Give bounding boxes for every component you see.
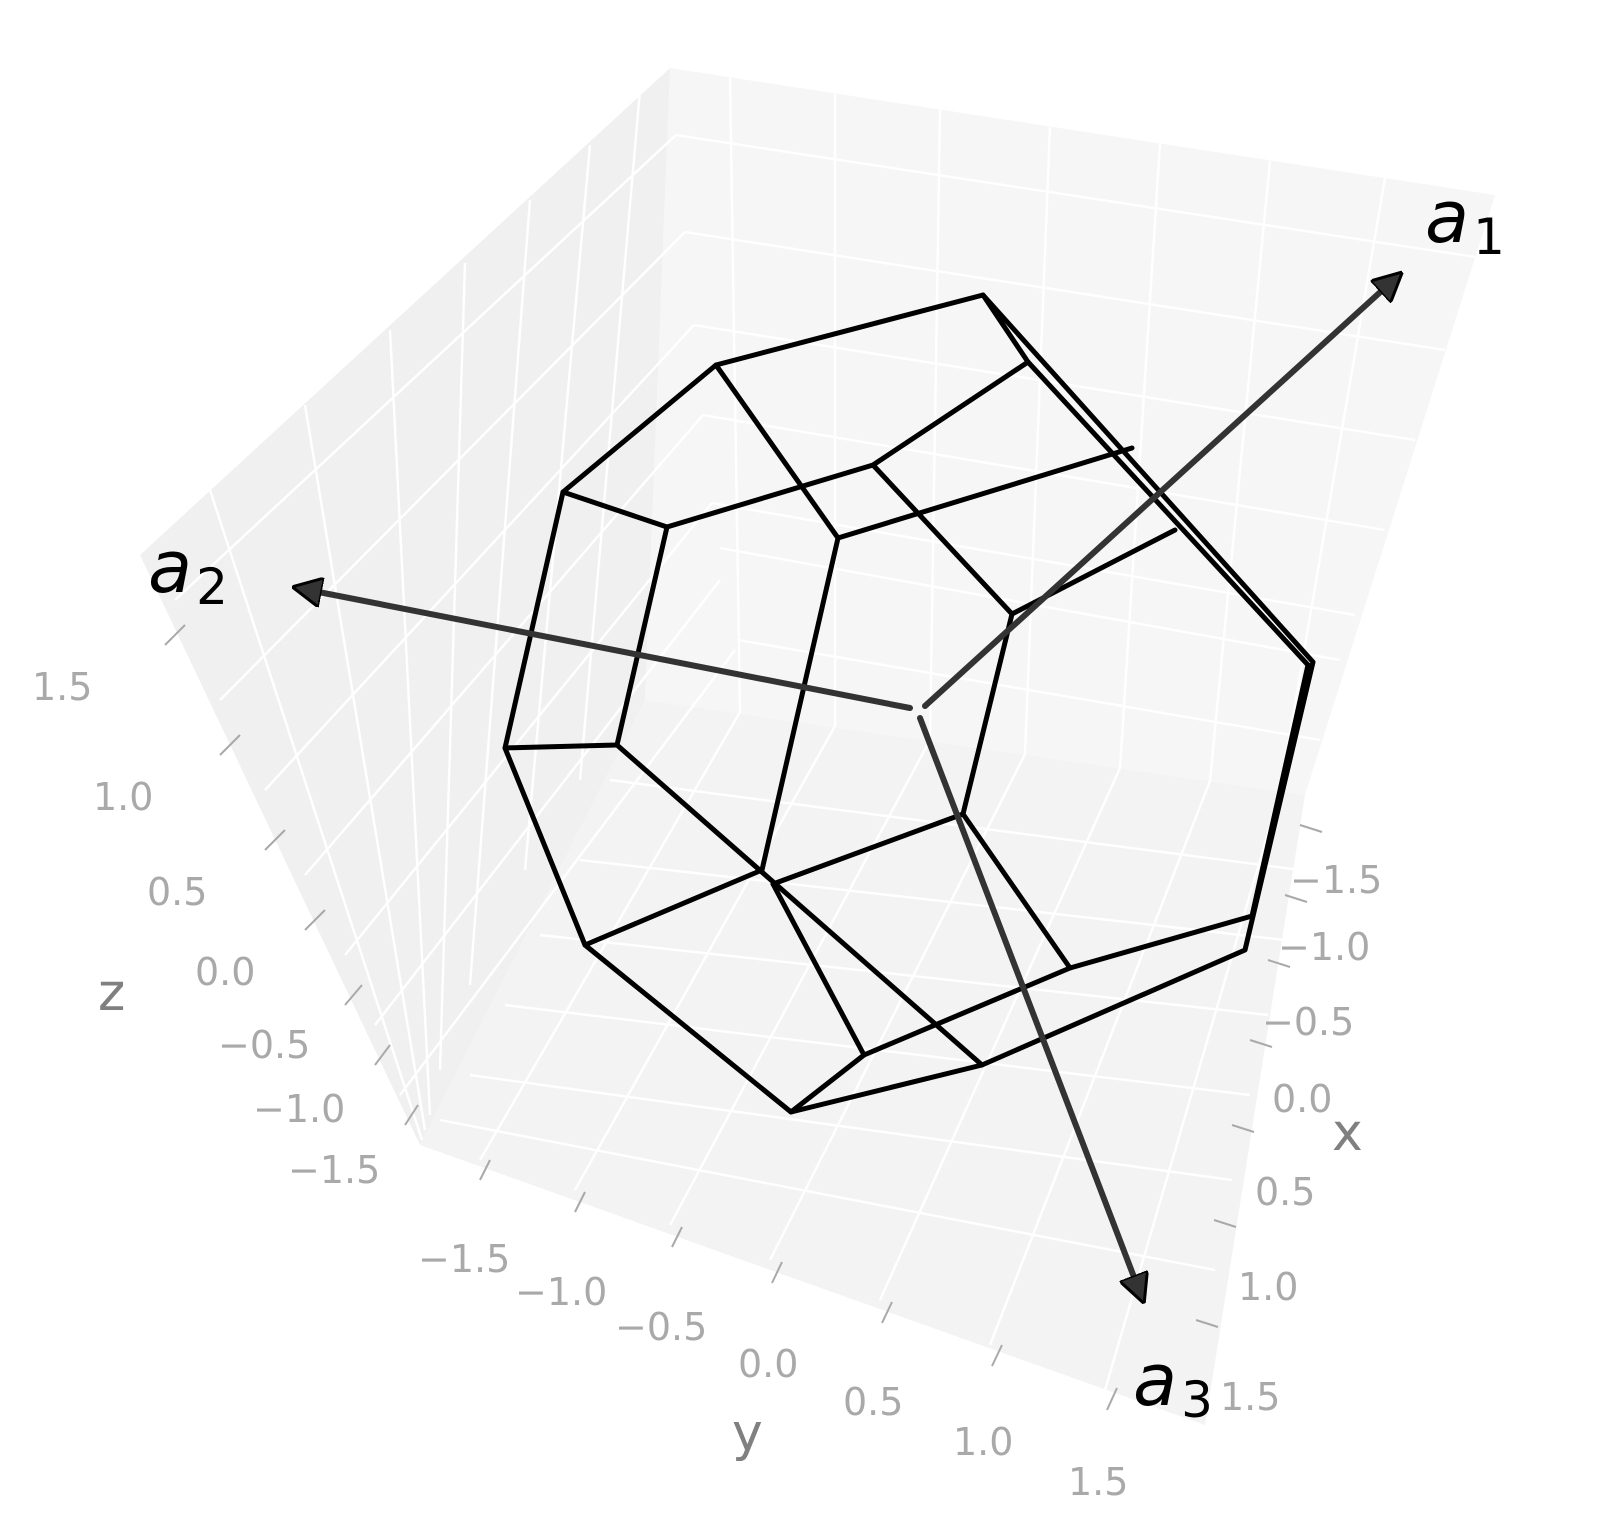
edge-path	[759, 535, 841, 873]
edge-path	[980, 292, 1031, 365]
vector-a3-arrow	[917, 715, 1142, 1298]
z-tick-label: 1.5	[32, 665, 92, 709]
y-tick-label: −0.5	[615, 1305, 707, 1349]
vector-a3-label: a3	[1133, 1338, 1213, 1429]
edge-path	[614, 742, 985, 1068]
edge-path	[502, 292, 1316, 1115]
edge-path	[770, 811, 1073, 971]
vector-a1-arrow	[922, 276, 1398, 709]
x-tick-label: −1.5	[1290, 858, 1382, 902]
vector-a2-arrow	[298, 588, 913, 711]
y-tick-label: 1.5	[1068, 1460, 1128, 1504]
x-axis-label: x	[1332, 1103, 1363, 1163]
lattice-vectors	[298, 276, 1398, 1298]
z-tick-label: 0.0	[195, 950, 255, 994]
x-tick-label: 0.5	[1255, 1170, 1315, 1214]
vector-a1-label: a1	[1425, 175, 1505, 266]
z-tick-label: −1.5	[288, 1148, 380, 1192]
y-tick-label: 0.5	[843, 1380, 903, 1424]
x-tick-label: 1.0	[1238, 1265, 1298, 1309]
x-tick-label: 0.0	[1272, 1077, 1332, 1121]
z-tick-label: −0.5	[218, 1023, 310, 1067]
z-tick-label: 1.0	[93, 775, 153, 819]
z-tick-label: 0.5	[147, 870, 207, 914]
edge-path	[713, 362, 841, 541]
z-axis-label: z	[98, 963, 125, 1023]
edge-path	[870, 462, 1015, 617]
y-tick-label: 0.0	[738, 1342, 798, 1386]
x-tick-label: −1.0	[1278, 925, 1370, 969]
polyhedron-edges	[502, 292, 1316, 1115]
back-pane-xz	[645, 68, 1495, 795]
y-tick-label: −1.5	[418, 1237, 510, 1281]
y-tick-label: −1.0	[515, 1270, 607, 1314]
y-tick-label: 1.0	[953, 1420, 1013, 1464]
edge-path	[1025, 359, 1311, 668]
z-tick-labels: 1.5 1.0 0.5 0.0 −0.5 −1.0 −1.5	[32, 665, 380, 1192]
edge-path	[770, 881, 867, 1058]
x-tick-label: 1.5	[1220, 1375, 1280, 1419]
y-axis-label: y	[732, 1403, 763, 1463]
tick-marks	[164, 624, 1323, 1411]
x-tick-label: −0.5	[1262, 1000, 1354, 1044]
x-tick-labels: −1.5 −1.0 −0.5 0.0 0.5 1.0 1.5	[1220, 858, 1382, 1419]
edge-path	[835, 445, 1135, 541]
y-tick-labels: −1.5 −1.0 −0.5 0.0 0.5 1.0 1.5	[418, 1237, 1128, 1504]
vector-a2-label: a2	[148, 525, 228, 616]
edge-path	[560, 489, 670, 530]
z-tick-label: −1.0	[253, 1087, 345, 1131]
edge-path	[960, 611, 1015, 817]
edge-path	[582, 867, 765, 948]
